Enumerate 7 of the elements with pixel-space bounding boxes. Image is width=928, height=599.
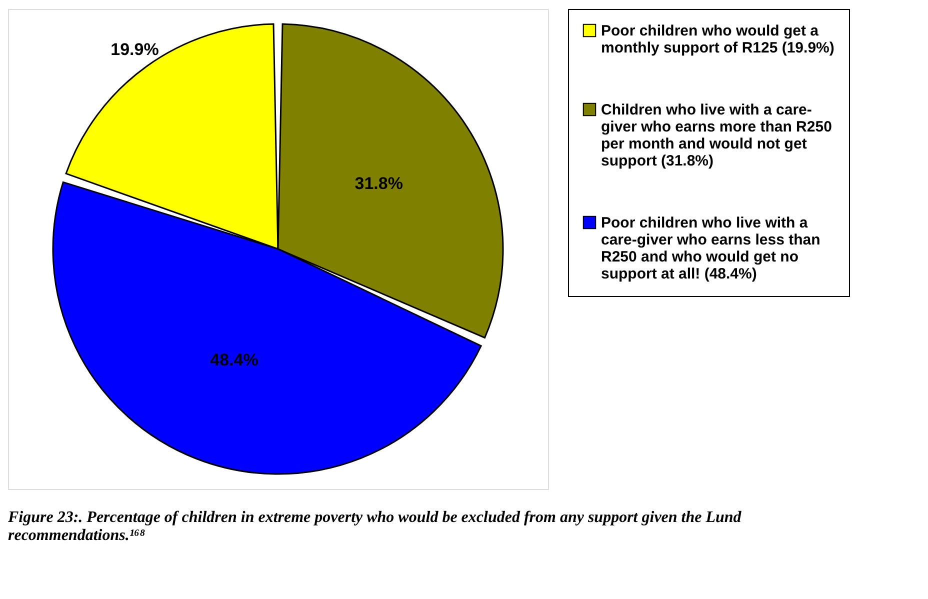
legend-label: Children who live with a care-giver who earns more than R250 per month and would not get support (31.8%) [601, 102, 832, 170]
legend-label: Poor children who would get a monthly support of R125 (19.9%) [601, 22, 834, 56]
data-label: 19.9% [110, 40, 159, 60]
data-label: 48.4% [210, 350, 258, 370]
legend-label: Poor children who live with a care-giver who earns less than R250 and who would get no support at all! (48.4%) [601, 214, 820, 282]
data-label: 31.8% [354, 174, 403, 193]
text: Figure 23:. Percentage of children in extreme poverty who would be excluded from any support given the Lund recommendations.¹⁶⁸ [7, 509, 742, 544]
